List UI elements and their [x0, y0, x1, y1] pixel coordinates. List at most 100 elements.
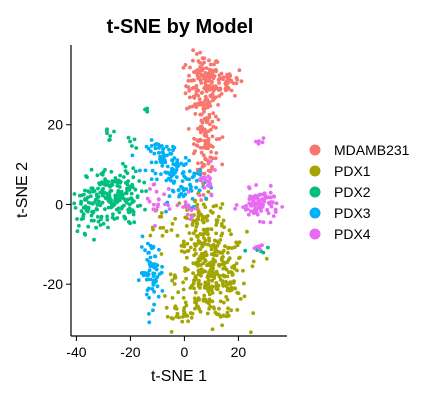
- point-pdx4: [202, 185, 207, 190]
- point-pdx1: [202, 293, 207, 298]
- point-pdx1: [203, 258, 208, 262]
- point-pdx1: [227, 228, 232, 233]
- point-pdx1: [193, 228, 198, 233]
- point-pdx2: [105, 191, 110, 196]
- point-pdx3: [146, 146, 151, 151]
- point-pdx1: [221, 300, 226, 305]
- point-pdx2: [125, 197, 130, 202]
- point-pdx4: [185, 212, 190, 217]
- point-pdx2: [125, 188, 130, 193]
- point-pdx2: [105, 217, 110, 222]
- point-pdx4: [233, 206, 238, 211]
- x-axis-label: t-SNE 1: [151, 368, 207, 385]
- point-mdamb231: [187, 105, 192, 110]
- point-mdamb231: [204, 133, 209, 138]
- point-pdx1: [193, 300, 197, 305]
- legend-swatch: [309, 144, 321, 156]
- point-pdx1: [217, 306, 221, 311]
- point-pdx1: [206, 242, 211, 247]
- point-pdx3: [175, 158, 180, 163]
- point-pdx4: [260, 204, 265, 209]
- point-pdx2: [105, 197, 110, 202]
- point-pdx1: [249, 330, 253, 335]
- point-pdx1: [242, 294, 247, 299]
- point-pdx1: [192, 253, 197, 258]
- point-pdx3: [147, 250, 151, 255]
- point-mdamb231: [202, 171, 207, 176]
- point-pdx1: [221, 262, 226, 267]
- point-pdx3: [153, 142, 157, 147]
- point-mdamb231: [203, 106, 207, 111]
- point-pdx4: [213, 168, 217, 172]
- point-pdx1: [206, 281, 211, 286]
- point-pdx2: [118, 195, 123, 200]
- legend-label: MDAMB231: [334, 142, 410, 158]
- point-pdx1: [194, 260, 199, 265]
- point-pdx3: [175, 164, 180, 169]
- point-pdx3: [154, 160, 159, 165]
- point-pdx2: [96, 219, 101, 224]
- point-pdx2: [142, 180, 147, 185]
- point-mdamb231: [198, 145, 203, 150]
- point-pdx1: [164, 229, 169, 234]
- point-pdx4: [274, 201, 279, 206]
- point-pdx4: [155, 204, 160, 209]
- point-pdx3: [192, 171, 197, 176]
- point-mdamb231: [203, 71, 208, 75]
- point-mdamb231: [183, 63, 188, 67]
- point-pdx2: [261, 250, 266, 255]
- point-mdamb231: [210, 134, 215, 139]
- point-pdx1: [207, 236, 211, 241]
- point-mdamb231: [206, 140, 211, 145]
- point-mdamb231: [209, 150, 214, 154]
- point-pdx2: [111, 212, 115, 217]
- point-pdx3: [165, 153, 169, 158]
- point-pdx2: [101, 181, 106, 186]
- point-mdamb231: [198, 50, 203, 55]
- point-pdx3: [145, 271, 150, 275]
- point-pdx2: [96, 186, 100, 191]
- point-mdamb231: [193, 70, 198, 74]
- point-mdamb231: [233, 93, 237, 98]
- point-pdx4: [153, 209, 158, 213]
- point-pdx3: [189, 188, 194, 193]
- point-pdx3: [188, 182, 192, 187]
- point-pdx1: [197, 307, 202, 311]
- point-pdx1: [187, 231, 192, 236]
- point-pdx3: [149, 138, 154, 142]
- point-pdx2: [89, 201, 94, 206]
- point-pdx4: [193, 206, 197, 211]
- point-pdx3: [152, 151, 157, 156]
- point-pdx4: [184, 203, 189, 208]
- point-pdx3: [190, 197, 195, 201]
- point-pdx1: [216, 241, 221, 245]
- point-pdx3: [147, 320, 152, 325]
- point-pdx4: [256, 198, 261, 202]
- point-pdx2: [109, 169, 114, 174]
- point-pdx1: [230, 270, 234, 275]
- point-pdx3: [155, 284, 160, 289]
- point-pdx2: [101, 192, 105, 197]
- point-pdx2: [119, 189, 124, 194]
- point-pdx1: [214, 231, 219, 236]
- point-mdamb231: [196, 161, 200, 166]
- point-mdamb231: [196, 59, 201, 63]
- point-pdx4: [261, 136, 266, 141]
- point-pdx1: [241, 268, 245, 273]
- point-pdx2: [77, 193, 82, 198]
- point-pdx2: [92, 237, 96, 242]
- point-pdx2: [95, 203, 100, 207]
- point-pdx1: [225, 310, 230, 315]
- point-pdx2: [126, 135, 131, 140]
- point-mdamb231: [200, 73, 205, 78]
- point-pdx3: [157, 146, 161, 150]
- y-axis-label: t-SNE 2: [14, 162, 31, 218]
- point-pdx1: [193, 199, 197, 204]
- point-pdx2: [79, 209, 84, 214]
- point-pdx3: [152, 302, 157, 307]
- point-mdamb231: [214, 86, 219, 91]
- point-pdx2: [86, 189, 90, 194]
- point-pdx1: [201, 202, 206, 207]
- point-pdx4: [265, 207, 270, 212]
- point-pdx1: [182, 306, 187, 310]
